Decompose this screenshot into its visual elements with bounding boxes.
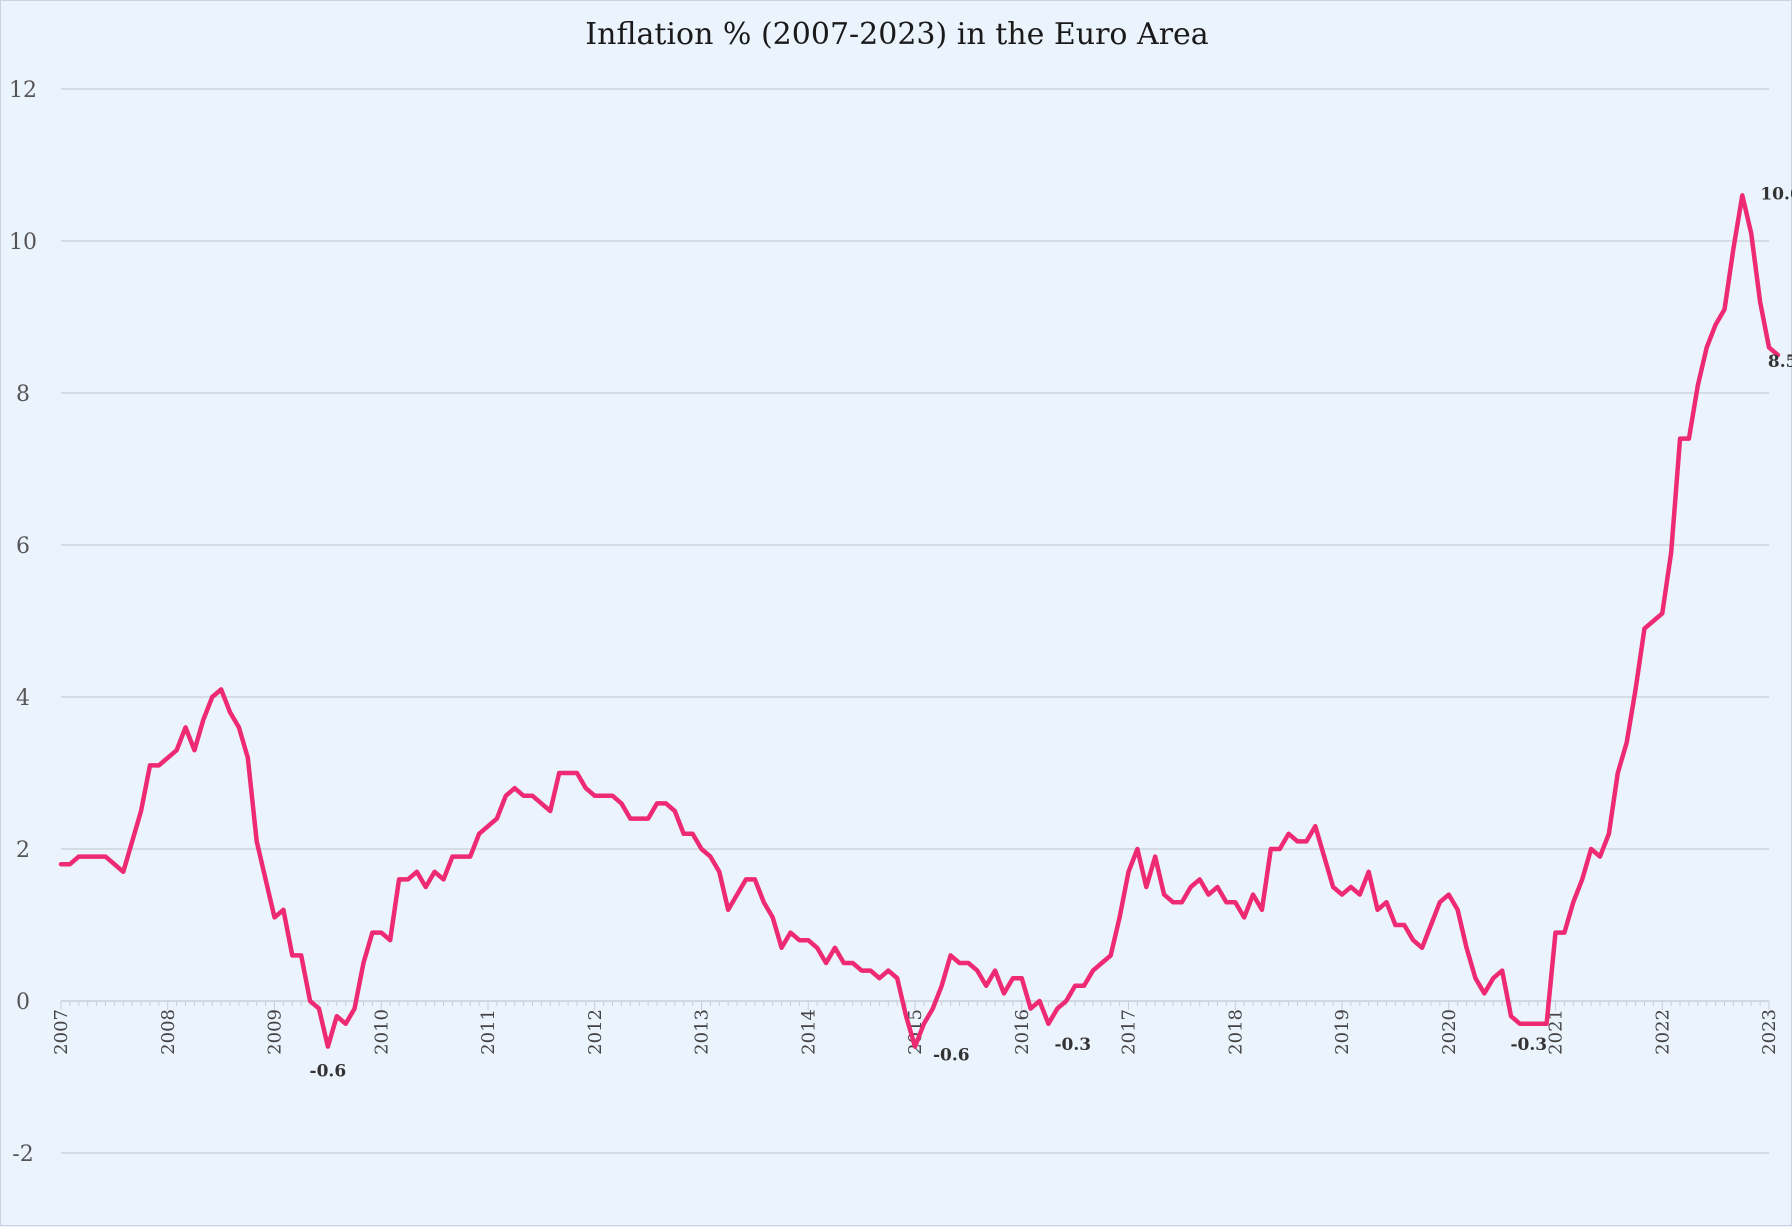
- gridlines: [61, 89, 1769, 1153]
- y-tick-label: -2: [12, 1142, 33, 1167]
- series-line: [61, 195, 1778, 1046]
- y-tick-label: 12: [9, 78, 37, 103]
- x-tick-label: 2022: [1652, 1009, 1673, 1055]
- x-tick-label: 2016: [1012, 1009, 1033, 1055]
- y-tick-label: 0: [16, 990, 30, 1015]
- y-tick-label: 8: [16, 382, 30, 407]
- data-label: 8.5: [1768, 352, 1792, 372]
- x-tick-label: 2013: [692, 1009, 713, 1055]
- x-tick-label: 2023: [1759, 1009, 1780, 1055]
- data-label: -0.3: [1510, 1035, 1547, 1055]
- x-tick-label: 2010: [371, 1009, 392, 1055]
- y-tick-label: 4: [16, 686, 30, 711]
- x-tick-label: 2014: [798, 1009, 819, 1055]
- x-tick-label: 2017: [1119, 1009, 1140, 1055]
- y-tick-label: 6: [16, 534, 30, 559]
- x-tick-label: 2019: [1332, 1009, 1353, 1055]
- x-tick-label: 2012: [585, 1009, 606, 1055]
- x-tick-label: 2011: [478, 1009, 499, 1055]
- y-tick-label: 2: [16, 838, 30, 863]
- data-label: 10.6: [1760, 184, 1792, 204]
- x-tick-label: 2018: [1225, 1009, 1246, 1055]
- x-tick-label: 2009: [265, 1009, 286, 1055]
- x-tick-label: 2020: [1439, 1009, 1460, 1055]
- x-tick-label: 2007: [51, 1009, 72, 1055]
- y-axis: -2 0 2 4 6 8 10 12: [9, 78, 37, 1167]
- data-labels: -0.6 -0.6 -0.3 -0.3 10.6 8.5: [310, 184, 1792, 1081]
- data-label: -0.3: [1054, 1035, 1091, 1055]
- data-label: -0.6: [933, 1046, 970, 1066]
- x-tick-label: 2008: [158, 1009, 179, 1055]
- data-label: -0.6: [310, 1062, 347, 1082]
- y-tick-label: 10: [9, 230, 37, 255]
- series-layer: [61, 195, 1778, 1046]
